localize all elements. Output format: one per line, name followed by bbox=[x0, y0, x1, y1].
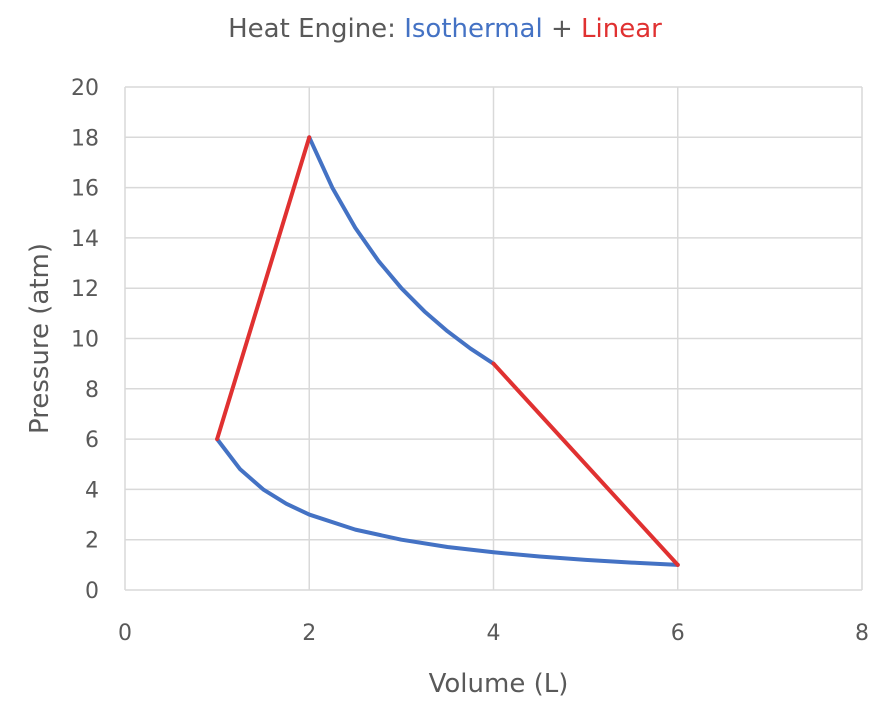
y-tick-label: 12 bbox=[71, 277, 99, 302]
y-tick-label: 4 bbox=[85, 478, 99, 503]
y-tick-label: 0 bbox=[85, 579, 99, 604]
y-tick-label: 2 bbox=[85, 529, 99, 554]
title-linear: Linear bbox=[581, 14, 662, 44]
y-tick-label: 20 bbox=[71, 76, 99, 101]
y-tick-label: 18 bbox=[71, 126, 99, 151]
y-tick-label: 6 bbox=[85, 428, 99, 453]
x-tick-label: 4 bbox=[487, 621, 501, 646]
title-isothermal: Isothermal bbox=[404, 14, 543, 44]
linear-series-line bbox=[215, 135, 312, 442]
x-tick-label: 2 bbox=[302, 621, 316, 646]
linear-series-line bbox=[491, 361, 680, 567]
title-joiner: + bbox=[542, 14, 582, 44]
y-tick-label: 14 bbox=[71, 227, 99, 252]
x-tick-label: 8 bbox=[855, 621, 869, 646]
x-axis-label: Volume (L) bbox=[429, 669, 569, 699]
chart-title: Heat Engine: Isothermal + Linear bbox=[0, 14, 890, 44]
isothermal-series-line bbox=[215, 437, 680, 567]
title-prefix: Heat Engine: bbox=[228, 14, 405, 44]
y-axis-label: Pressure (atm) bbox=[25, 243, 55, 434]
y-tick-label: 16 bbox=[71, 177, 99, 202]
x-tick-label: 0 bbox=[118, 621, 132, 646]
x-tick-label: 6 bbox=[671, 621, 685, 646]
y-tick-label: 8 bbox=[85, 378, 99, 403]
isothermal-series-line bbox=[307, 135, 496, 366]
y-tick-label: 10 bbox=[71, 328, 99, 353]
